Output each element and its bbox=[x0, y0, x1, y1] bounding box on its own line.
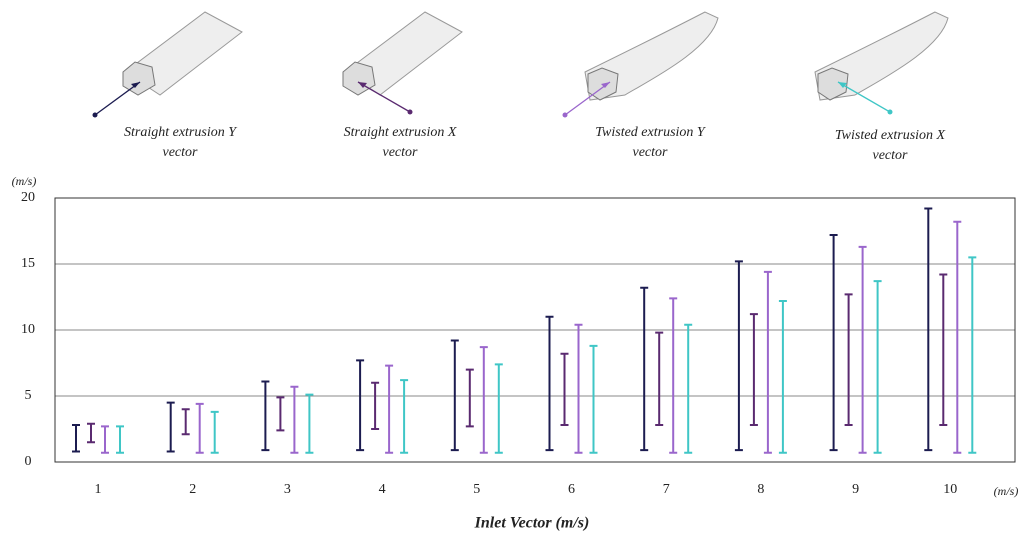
range-bar bbox=[968, 257, 976, 452]
x-tick-label: 4 bbox=[379, 482, 386, 497]
range-bar bbox=[371, 383, 379, 429]
range-bar bbox=[400, 380, 408, 453]
range-bar bbox=[924, 209, 932, 451]
x-tick-label: 6 bbox=[568, 482, 575, 497]
arrow-tail bbox=[563, 113, 568, 118]
range-bar bbox=[953, 222, 961, 453]
x-tick-label: 8 bbox=[757, 482, 764, 497]
vector-arrow bbox=[95, 82, 140, 115]
x-tick-label: 1 bbox=[95, 482, 102, 497]
range-bar bbox=[669, 298, 677, 452]
x-axis-label: Inlet Vector (m/s) bbox=[474, 515, 590, 532]
range-bar bbox=[546, 317, 554, 450]
range-bar bbox=[451, 341, 459, 451]
x-tick-label: 10 bbox=[943, 482, 957, 497]
range-bar bbox=[211, 412, 219, 453]
x-tick-label: 7 bbox=[663, 482, 670, 497]
range-bar bbox=[561, 354, 569, 425]
range-bar bbox=[655, 333, 663, 425]
arrow-tail bbox=[888, 110, 893, 115]
range-bar bbox=[939, 275, 947, 425]
range-bar bbox=[385, 366, 393, 453]
range-bar bbox=[859, 247, 867, 453]
range-bar bbox=[182, 409, 190, 434]
legend-label: Twisted extrusion X vector bbox=[830, 126, 950, 166]
range-bar bbox=[480, 347, 488, 453]
range-bar bbox=[845, 294, 853, 425]
y-tick-label: 10 bbox=[21, 322, 35, 337]
page: (m/s) (m/s) Inlet Vector (m/s) 051015201… bbox=[0, 0, 1024, 535]
range-bar bbox=[101, 426, 109, 452]
legend-label: Straight extrusion Y vector bbox=[120, 123, 240, 163]
range-bar bbox=[735, 261, 743, 450]
extrusion-face bbox=[123, 62, 155, 95]
range-bar bbox=[764, 272, 772, 453]
y-tick-label: 15 bbox=[21, 256, 35, 271]
range-bar bbox=[874, 281, 882, 453]
range-bar bbox=[356, 360, 364, 450]
range-bar bbox=[261, 381, 269, 450]
range-bar bbox=[750, 314, 758, 425]
x-tick-label: 9 bbox=[852, 482, 859, 497]
range-bar bbox=[830, 235, 838, 450]
y-tick-label: 20 bbox=[21, 190, 35, 205]
y-tick-label: 0 bbox=[25, 454, 32, 469]
range-bar bbox=[167, 403, 175, 452]
arrow-tail bbox=[93, 113, 98, 118]
range-bar bbox=[575, 325, 583, 453]
range-bar bbox=[87, 424, 95, 442]
range-bar bbox=[276, 397, 284, 430]
x-tick-label: 3 bbox=[284, 482, 291, 497]
range-bar bbox=[196, 404, 204, 453]
legend-label: Twisted extrusion Y vector bbox=[590, 123, 710, 163]
range-bar bbox=[290, 387, 298, 453]
range-bar bbox=[684, 325, 692, 453]
y-unit: (m/s) bbox=[12, 174, 37, 188]
x-tick-label: 2 bbox=[189, 482, 196, 497]
legend-label: Straight extrusion X vector bbox=[340, 123, 460, 163]
range-bar bbox=[779, 301, 787, 453]
x-unit: (m/s) bbox=[994, 484, 1019, 498]
arrow-tail bbox=[408, 110, 413, 115]
y-tick-label: 5 bbox=[25, 388, 32, 403]
x-tick-label: 5 bbox=[473, 482, 480, 497]
chart: (m/s) (m/s) Inlet Vector (m/s) 051015201… bbox=[0, 0, 1024, 535]
range-bar bbox=[305, 395, 313, 453]
range-bar bbox=[640, 288, 648, 450]
range-bar bbox=[466, 370, 474, 427]
range-bar bbox=[495, 364, 503, 452]
range-bar bbox=[116, 426, 124, 452]
range-bar bbox=[72, 425, 80, 451]
range-bar bbox=[590, 346, 598, 453]
extrusion-face bbox=[343, 62, 375, 95]
